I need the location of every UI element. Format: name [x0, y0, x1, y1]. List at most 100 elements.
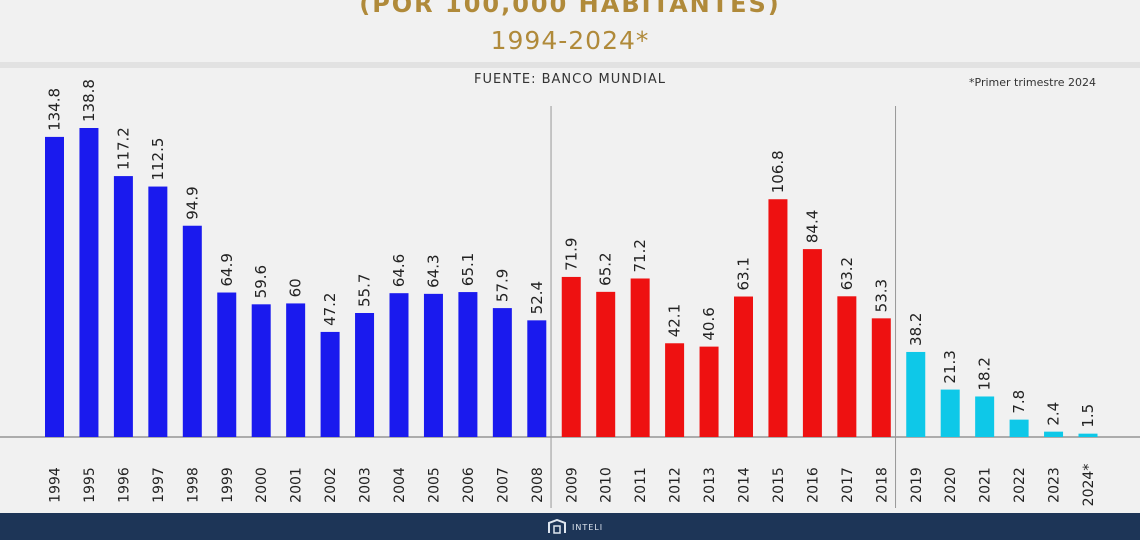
value-label: 138.8	[80, 79, 98, 122]
value-label: 7.8	[1010, 390, 1028, 414]
bar-2009	[561, 276, 581, 437]
bar-2019	[906, 351, 926, 437]
category-label: 2002	[323, 467, 339, 503]
category-label: 2004	[392, 467, 408, 503]
category-label: 2019	[909, 467, 925, 503]
value-label: 117.2	[114, 127, 132, 170]
bar-2004	[389, 293, 409, 437]
bar-2012	[665, 343, 685, 437]
value-label: 71.2	[631, 239, 649, 272]
bar-2001	[286, 303, 306, 437]
category-label: 2005	[426, 467, 442, 503]
bar-2000	[251, 304, 271, 437]
category-label: 2010	[599, 467, 615, 503]
bar-2016	[802, 249, 822, 437]
value-label: 1.5	[1079, 404, 1097, 428]
bar-2023	[1044, 431, 1064, 437]
bar-1996	[113, 176, 133, 437]
category-label: 2020	[943, 467, 959, 503]
value-label: 40.6	[700, 307, 718, 340]
bar-2003	[355, 312, 375, 437]
category-label: 2013	[702, 467, 718, 503]
value-label: 112.5	[149, 138, 167, 181]
bar-1995	[79, 128, 99, 437]
category-label: 2018	[874, 467, 890, 503]
category-label: 2001	[289, 467, 305, 503]
value-label: 64.9	[218, 253, 236, 286]
header-divider	[0, 62, 1140, 68]
bar-2013	[699, 346, 719, 437]
bar-2018	[871, 318, 891, 437]
category-label: 2012	[668, 467, 684, 503]
category-label: 1998	[185, 467, 201, 503]
bar-1997	[148, 186, 168, 437]
category-label: 2000	[254, 467, 270, 503]
bar-2017	[837, 296, 857, 437]
value-label: 64.3	[424, 254, 442, 287]
category-label: 2023	[1047, 467, 1063, 503]
value-label: 52.4	[528, 281, 546, 314]
value-label: 94.9	[183, 186, 201, 219]
chart-title-line1: (POR 100,000 HABITANTES)	[359, 0, 781, 18]
value-label: 134.8	[46, 88, 64, 131]
value-label: 2.4	[1045, 402, 1063, 426]
bar-2008	[527, 320, 547, 437]
value-label: 71.9	[562, 238, 580, 271]
value-label: 18.2	[976, 357, 994, 390]
bar-1999	[217, 292, 237, 437]
category-label: 2011	[633, 467, 649, 503]
value-label: 60	[287, 278, 305, 297]
bar-1994	[45, 136, 64, 437]
category-label: 2007	[495, 467, 511, 503]
value-label: 53.3	[872, 279, 890, 312]
value-label: 59.6	[252, 265, 270, 298]
brand-logo-icon	[548, 519, 566, 534]
value-label: 57.9	[493, 269, 511, 302]
bar-2006	[458, 292, 478, 437]
category-label: 2022	[1012, 467, 1028, 503]
category-label: 1995	[82, 467, 98, 503]
category-label: 2021	[978, 467, 994, 503]
category-label: 2008	[530, 467, 546, 503]
value-label: 47.2	[321, 293, 339, 326]
bar-2011	[630, 278, 650, 437]
category-label: 1997	[151, 467, 167, 503]
chart-title-line2: 1994-2024*	[490, 26, 650, 55]
category-label: 2014	[737, 467, 753, 503]
bar-2022	[1009, 419, 1029, 437]
bar-2002	[320, 331, 340, 437]
category-label: 2015	[771, 467, 787, 503]
value-label: 38.2	[907, 313, 925, 346]
category-label: 1994	[48, 467, 64, 503]
value-label: 106.8	[769, 150, 787, 193]
footer-bar: INTELI	[0, 513, 1140, 540]
bar-2007	[492, 308, 512, 437]
source-note: FUENTE: BANCO MUNDIAL	[473, 72, 666, 87]
value-label: 63.1	[735, 257, 753, 290]
value-label: 42.1	[666, 304, 684, 337]
bar-2005	[423, 293, 443, 437]
footnote: *Primer trimestre 2024	[969, 76, 1096, 89]
bar-2014	[734, 296, 753, 437]
category-label: 2009	[564, 467, 580, 503]
footer-logo-text: INTELI	[572, 523, 604, 532]
bar-2015	[768, 199, 788, 437]
category-label: 1996	[116, 467, 132, 503]
value-label: 63.2	[838, 257, 856, 290]
value-label: 84.4	[803, 210, 821, 243]
value-label: 21.3	[941, 350, 959, 383]
category-label: 2024*	[1081, 464, 1097, 507]
category-label: 2016	[805, 467, 821, 503]
value-label: 65.2	[597, 252, 615, 285]
bar-2021	[975, 396, 995, 437]
category-label: 2006	[461, 467, 477, 503]
value-label: 65.1	[459, 253, 477, 286]
value-label: 55.7	[356, 274, 374, 307]
category-label: 2017	[840, 467, 856, 503]
bar-2024	[1078, 433, 1098, 437]
bar-2020	[940, 389, 960, 437]
bar-1998	[182, 225, 202, 437]
category-label: 1999	[220, 467, 236, 503]
category-label: 2003	[358, 467, 374, 503]
